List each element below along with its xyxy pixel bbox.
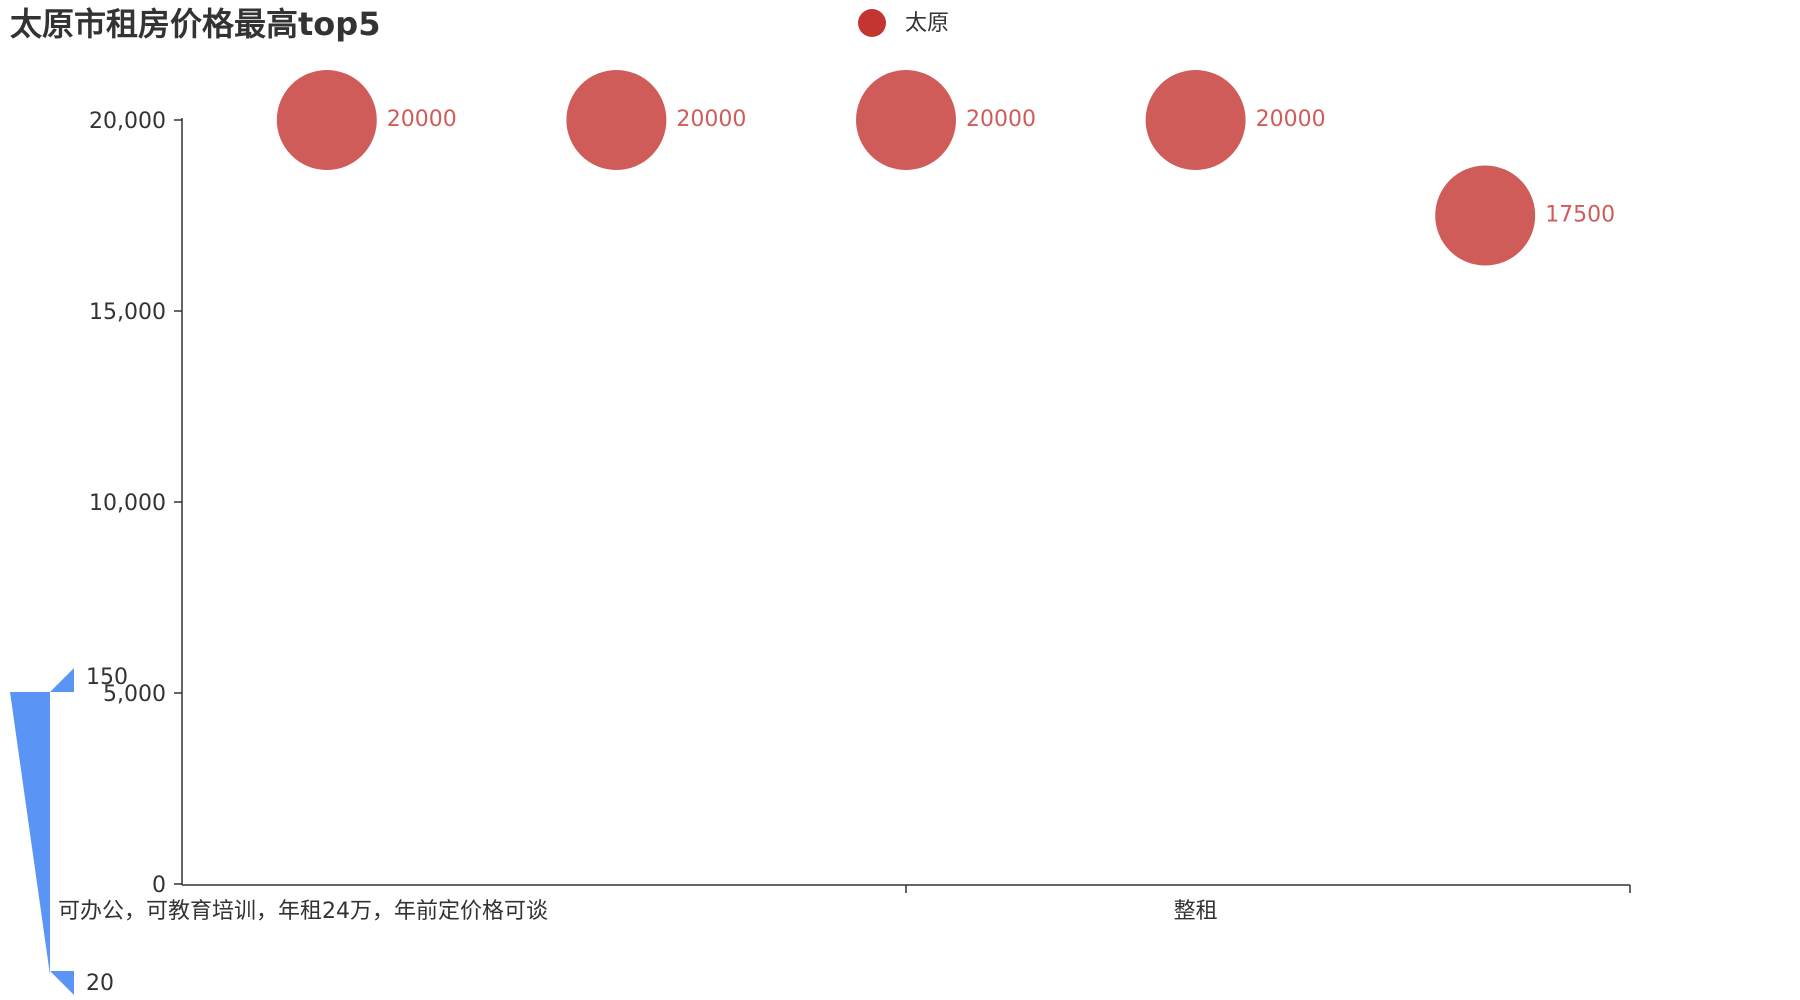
data-point[interactable] (1435, 165, 1536, 266)
legend-label[interactable]: 太原 (905, 11, 949, 36)
visual-map[interactable]: 150 20 (10, 665, 128, 996)
legend-marker[interactable] (858, 9, 886, 37)
data-point[interactable] (1145, 70, 1246, 170)
data-point[interactable] (856, 70, 956, 170)
x-axis-ticks: 可办公，可教育培训，年租24万，年前定价格可谈 整租 (58, 885, 1631, 924)
axes (181, 118, 1630, 886)
y-tick-label: 10,000 (89, 491, 166, 516)
legend[interactable]: 太原 (858, 9, 949, 37)
visual-map-min-label: 20 (86, 971, 114, 996)
visual-map-handle-bottom[interactable] (50, 971, 74, 995)
data-point[interactable] (566, 70, 667, 170)
data-label: 20000 (387, 107, 457, 132)
data-label: 20000 (676, 107, 746, 132)
y-tick-label: 5,000 (103, 682, 166, 707)
x-tick-label: 可办公，可教育培训，年租24万，年前定价格可谈 (58, 899, 548, 924)
data-label: 20000 (966, 107, 1036, 132)
data-point[interactable] (276, 70, 377, 170)
data-label: 20000 (1256, 107, 1326, 132)
x-tick-label: 整租 (1174, 899, 1218, 924)
data-points (276, 70, 1536, 266)
data-labels: 20000 20000 20000 20000 17500 (387, 107, 1615, 228)
y-tick-label: 20,000 (89, 109, 166, 134)
chart-title: 太原市租房价格最高top5 (10, 5, 380, 43)
visual-map-handle-top[interactable] (50, 668, 74, 692)
data-label: 17500 (1545, 203, 1615, 228)
y-tick-label: 0 (152, 873, 166, 898)
y-tick-label: 15,000 (89, 300, 166, 325)
y-axis-ticks: 0 5,000 10,000 15,000 20,000 (89, 109, 182, 898)
visual-map-bar (10, 692, 50, 975)
visual-map-max-label: 150 (86, 665, 128, 690)
